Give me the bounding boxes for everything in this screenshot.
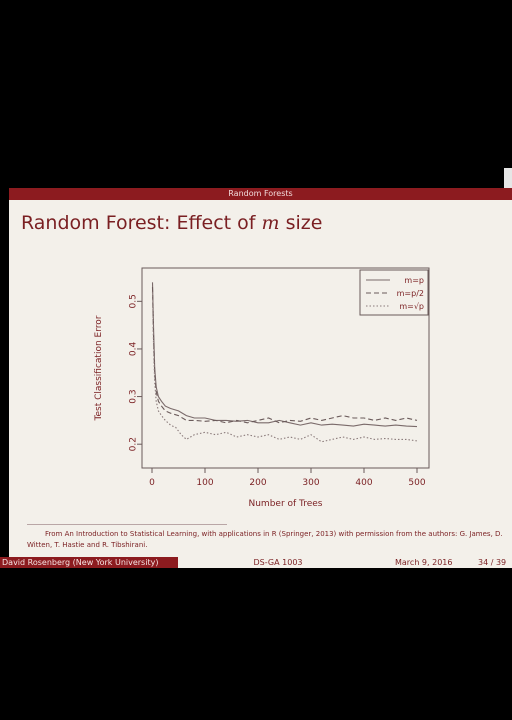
- x-tick-label: 200: [249, 478, 266, 488]
- title-suffix: size: [279, 212, 323, 234]
- section-title: Random Forests: [228, 189, 293, 198]
- legend-label-1: m=p: [404, 276, 424, 285]
- x-axis-label: Number of Trees: [249, 499, 323, 509]
- header-bar: Random Forests: [9, 188, 512, 200]
- slide: Random Forests Random Forest: Effect of …: [9, 188, 512, 568]
- y-tick-label: 0.4: [129, 342, 139, 357]
- y-axis-label: Test Classification Error: [94, 315, 104, 421]
- footer-date: March 9, 2016: [395, 558, 453, 567]
- title-prefix: Random Forest: Effect of: [21, 212, 262, 234]
- footer-page: 34 / 39: [478, 558, 507, 567]
- legend-label-3: m=√p: [399, 302, 424, 311]
- footer-bar: David Rosenberg (New York University) DS…: [0, 557, 512, 568]
- title-variable: m: [261, 212, 280, 234]
- footer-course: DS-GA 1003: [253, 558, 303, 567]
- y-tick-label: 0.2: [129, 437, 139, 451]
- series-line-2: [151, 286, 418, 424]
- series-line-3: [151, 291, 418, 443]
- slide-title: Random Forest: Effect of m size: [21, 212, 322, 234]
- legend-label-2: m=p/2: [397, 289, 424, 298]
- footer-author: David Rosenberg (New York University): [0, 557, 178, 568]
- window-edge: [504, 168, 512, 188]
- plot-frame: [141, 267, 430, 469]
- x-tick-label: 500: [408, 478, 425, 488]
- footnote-rule: [27, 524, 227, 525]
- source-citation: From An Introduction to Statistical Lear…: [27, 530, 503, 549]
- x-tick-label: 300: [302, 478, 319, 488]
- error-chart: 0 100 200 300 400 500 0.2 0.3 0.4 0.5 Number of Tr…: [94, 267, 430, 509]
- x-tick-label: 400: [355, 478, 372, 488]
- y-tick-label: 0.3: [129, 389, 139, 403]
- x-tick-label: 0: [149, 478, 155, 488]
- x-tick-label: 100: [196, 478, 213, 488]
- legend-box: [359, 269, 429, 316]
- y-tick-label: 0.5: [129, 294, 139, 308]
